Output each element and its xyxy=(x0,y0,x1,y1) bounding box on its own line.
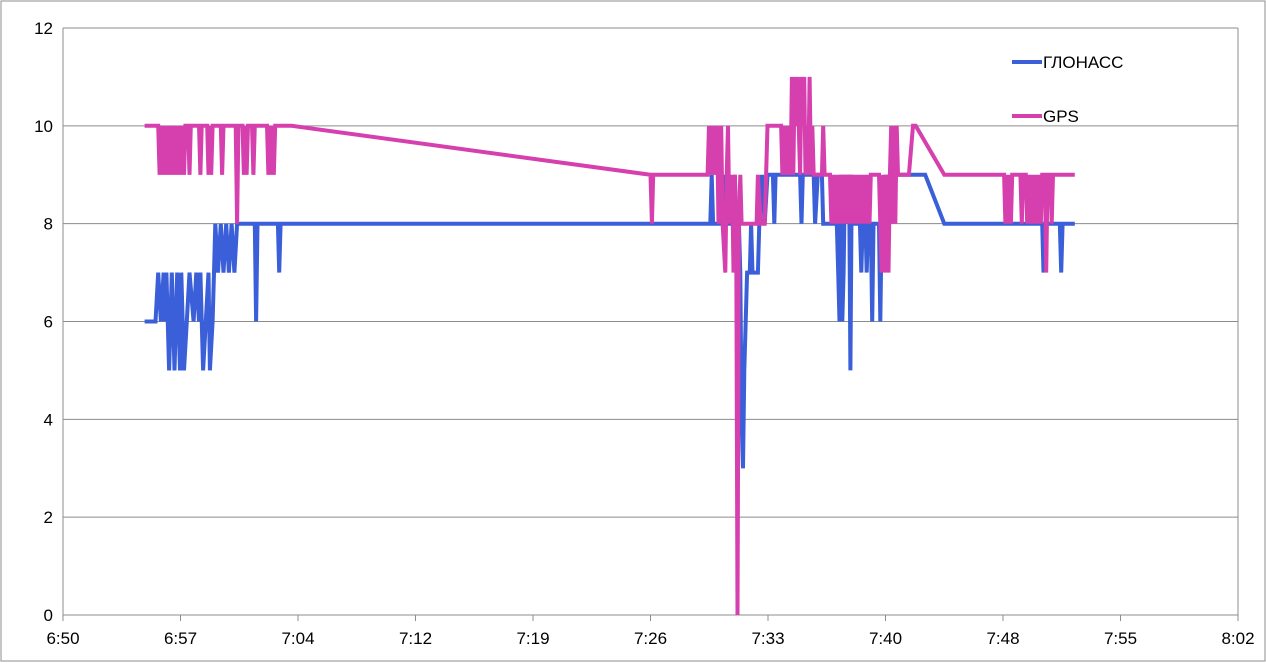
legend-label: GPS xyxy=(1043,107,1079,126)
x-tick-label: 7:04 xyxy=(281,629,314,648)
x-tick-label: 7:19 xyxy=(516,629,549,648)
x-tick-label: 7:26 xyxy=(634,629,667,648)
x-tick-label: 8:02 xyxy=(1221,629,1254,648)
x-tick-label: 6:57 xyxy=(164,629,197,648)
legend-label: ГЛОНАСС xyxy=(1043,53,1123,72)
x-tick-label: 6:50 xyxy=(46,629,79,648)
series-lines xyxy=(144,76,1075,616)
x-tick-label: 7:48 xyxy=(986,629,1019,648)
x-tick-label: 7:55 xyxy=(1104,629,1137,648)
axes: 0 2 4 6 8 10 12 6:50 6:57 7:04 7:12 7:19 7:26 7:33 7:4… xyxy=(34,19,1254,648)
x-tick-label: 7:40 xyxy=(869,629,902,648)
x-tick-label: 7:33 xyxy=(751,629,784,648)
y-tick-label: 10 xyxy=(34,117,53,136)
y-tick-label: 2 xyxy=(44,508,53,527)
series-line-0 xyxy=(144,172,1075,469)
y-tick-label: 6 xyxy=(44,313,53,332)
y-tick-label: 4 xyxy=(44,410,53,429)
y-tick-label: 12 xyxy=(34,19,53,38)
y-tick-label: 0 xyxy=(44,606,53,625)
x-tick-label: 7:12 xyxy=(399,629,432,648)
legend: ГЛОНАСС GPS xyxy=(1012,53,1123,126)
y-tick-label: 8 xyxy=(44,215,53,234)
series-line-1 xyxy=(144,76,1075,616)
